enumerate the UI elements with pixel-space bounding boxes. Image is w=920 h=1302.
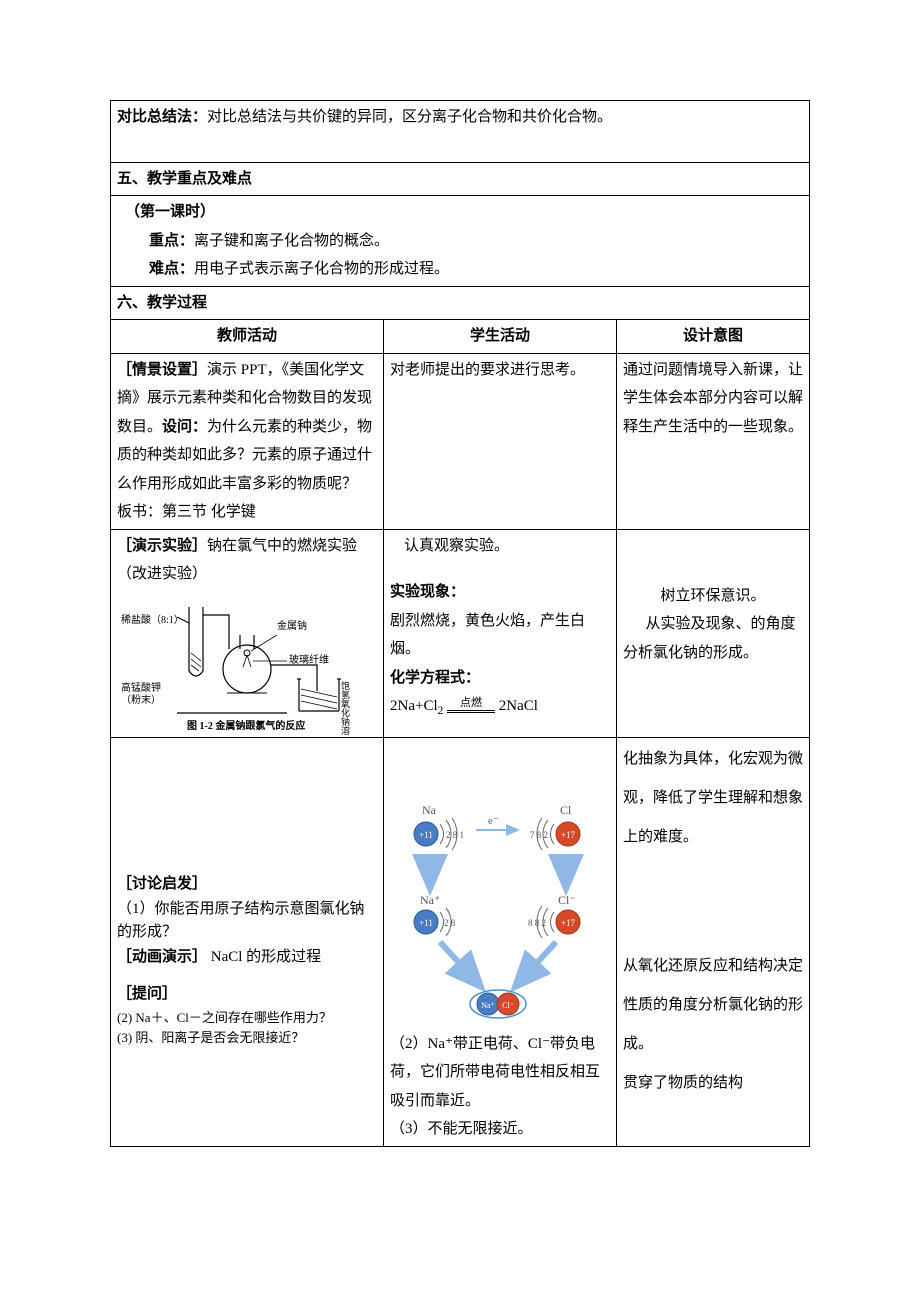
r1-teacher-prefix: ［情景设置］ — [117, 362, 207, 378]
r1-teacher-board: 板书：第三节 化学键 — [117, 498, 377, 527]
r1-student: 对老师提出的要求进行思考。 — [390, 356, 610, 385]
svg-text:2 8 1: 2 8 1 — [446, 830, 464, 840]
svg-text:稀盐酸（8:1）: 稀盐酸（8:1） — [121, 613, 184, 626]
svg-text:Na⁺: Na⁺ — [420, 893, 440, 907]
r2-intent-b: 从实验及现象、的角度分析氯化钠的形成。 — [623, 610, 803, 667]
r2-eq: 2Na+Cl2 点燃 2NaCl — [390, 692, 610, 722]
r3-discuss: （1）你能否用原子结构示意图氯化钠的形成？ — [117, 898, 377, 943]
svg-text:+11: +11 — [419, 830, 433, 840]
atom-diagram: Na Cl e⁻ +11 2 8 1 +17 7 8 2 — [390, 800, 610, 1030]
svg-text:金属钠: 金属钠 — [277, 619, 307, 632]
r3-ans2: （2）Na⁺带正电荷、Cl⁻带负电荷，它们所带电荷电性相反相互吸引而靠近。 — [390, 1030, 610, 1116]
svg-text:Cl⁻: Cl⁻ — [558, 893, 576, 907]
section5-key-label: 重点： — [149, 233, 194, 249]
r2-phen-label: 实验现象： — [390, 584, 465, 600]
svg-text:e⁻: e⁻ — [488, 815, 499, 827]
th-student: 学生活动 — [384, 320, 617, 354]
svg-text:Na: Na — [422, 803, 437, 817]
svg-text:图 1-2 金属钠跟氯气的反应: 图 1-2 金属钠跟氯气的反应 — [187, 719, 305, 732]
intro-text: 对比总结法与共价键的异同，区分离子化合物和共价化合物。 — [207, 109, 612, 125]
svg-text:Cl: Cl — [560, 803, 572, 817]
r3-ans3: （3）不能无限接近。 — [390, 1115, 610, 1144]
r2-eq-label: 化学方程式： — [390, 670, 480, 686]
section5-title: 五、教学重点及难点 — [111, 162, 810, 196]
apparatus-diagram: 稀盐酸（8:1） 高锰酸钾 （粉末） 金属钠 玻璃纤维 饱氢氧化钠溶液 图 1-… — [117, 595, 377, 735]
th-teacher: 教师活动 — [111, 320, 384, 354]
r2-teacher-prefix: ［演示实验］ — [117, 538, 207, 554]
r3-q-label: ［提问］ — [117, 980, 377, 1009]
r3-intent-a: 化抽象为具体，化宏观为微观，降低了学生理解和想象上的难度。 — [623, 740, 803, 857]
svg-text:（粉末）: （粉末） — [121, 693, 161, 706]
svg-text:+17: +17 — [561, 918, 576, 928]
svg-text:8 8 2: 8 8 2 — [528, 918, 546, 928]
section6-title: 六、教学过程 — [111, 286, 810, 320]
intro-label: 对比总结法： — [117, 109, 207, 125]
r2-phen: 剧烈燃烧，黄色火焰，产生白烟。 — [390, 607, 610, 664]
svg-text:高锰酸钾: 高锰酸钾 — [121, 681, 161, 694]
svg-text:饱氢氧化钠溶液: 饱氢氧化钠溶液 — [340, 679, 350, 734]
svg-text:2 8: 2 8 — [444, 918, 456, 928]
section5-diff-text: 用电子式表示离子化合物的形成过程。 — [194, 261, 449, 277]
svg-text:玻璃纤维: 玻璃纤维 — [289, 653, 329, 666]
r3-discuss-label: ［讨论启发］ — [117, 870, 377, 899]
r1-intent: 通过问题情境导入新课，让学生体会本部分内容可以解释生产生活中的一些现象。 — [623, 356, 803, 442]
r3-q3: (3) 阴、阳离子是否会无限接近？ — [117, 1028, 377, 1048]
r3-anim: NaCl 的形成过程 — [211, 949, 321, 965]
svg-text:Cl⁻: Cl⁻ — [502, 1001, 514, 1010]
section5-key-text: 离子键和离子化合物的概念。 — [194, 233, 389, 249]
r2-student-observe: 认真观察实验。 — [390, 532, 610, 561]
svg-text:+11: +11 — [419, 918, 433, 928]
svg-text:+17: +17 — [561, 830, 576, 840]
r2-intent-a: 树立环保意识。 — [623, 582, 803, 611]
r3-anim-label: ［动画演示］ — [117, 949, 207, 965]
section5-sub: （第一课时） — [117, 198, 803, 227]
svg-text:7 8 2: 7 8 2 — [530, 830, 548, 840]
r1-teacher-qlabel: 设问： — [162, 419, 207, 435]
r3-intent-c: 贯穿了物质的结构 — [623, 1064, 803, 1103]
th-intent: 设计意图 — [617, 320, 810, 354]
section5-diff-label: 难点： — [149, 261, 194, 277]
svg-text:Na⁺: Na⁺ — [481, 1001, 495, 1010]
r3-intent-b: 从氧化还原反应和结构决定性质的角度分析氯化钠的形成。 — [623, 947, 803, 1064]
r3-q2: (2) Na＋、Cl－之间存在哪些作用力？ — [117, 1008, 377, 1028]
